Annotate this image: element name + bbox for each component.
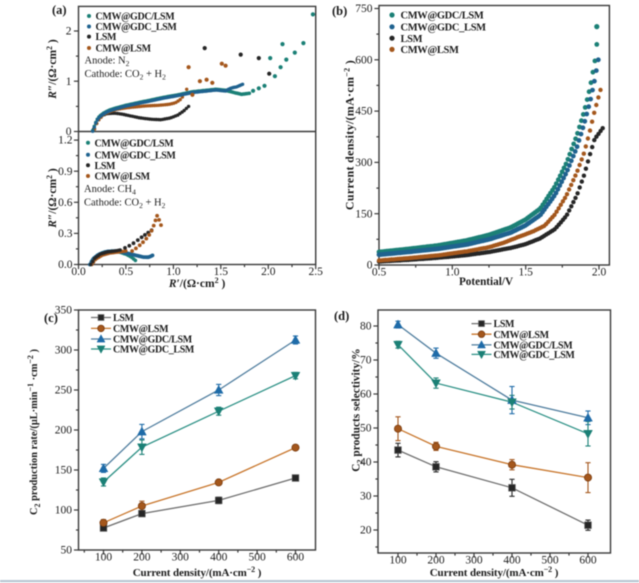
- svg-text:Cathode: CO2 + H2: Cathode: CO2 + H2: [85, 69, 167, 82]
- svg-text:0.0: 0.0: [58, 259, 73, 271]
- svg-text:LSM: LSM: [95, 161, 117, 172]
- svg-text:0: 0: [66, 126, 72, 138]
- svg-text:R″/(Ω·cm2 ): R″/(Ω·cm2 ): [45, 39, 59, 100]
- svg-text:LSM: LSM: [96, 32, 118, 43]
- svg-text:CMW@LSM: CMW@LSM: [401, 45, 460, 56]
- svg-text:Cathode: CO2 + H2: Cathode: CO2 + H2: [84, 198, 166, 211]
- svg-text:600: 600: [579, 555, 597, 567]
- svg-text:Current density/(mA·cm−2 ): Current density/(mA·cm−2 ): [430, 565, 559, 579]
- svg-text:LSM: LSM: [401, 34, 423, 45]
- svg-text:0.5: 0.5: [119, 266, 134, 278]
- svg-text:Current density/(mA·cm−2 ): Current density/(mA·cm−2 ): [133, 565, 262, 579]
- svg-text:300: 300: [172, 552, 190, 564]
- svg-text:1: 1: [66, 76, 72, 88]
- svg-text:CMW@LSM: CMW@LSM: [95, 172, 151, 183]
- svg-text:CMW@LSM: CMW@LSM: [96, 44, 152, 55]
- svg-text:0.3: 0.3: [58, 228, 73, 240]
- svg-text:30: 30: [360, 491, 372, 503]
- svg-text:Anode: N2: Anode: N2: [85, 56, 130, 69]
- svg-text:400: 400: [503, 555, 521, 567]
- svg-text:150: 150: [55, 465, 73, 477]
- svg-text:20: 20: [360, 525, 372, 537]
- svg-text:0.6: 0.6: [58, 197, 73, 209]
- svg-text:CMW@GDC_LSM: CMW@GDC_LSM: [96, 22, 178, 33]
- svg-text:LSM: LSM: [494, 319, 516, 330]
- svg-text:LSM: LSM: [113, 313, 135, 324]
- svg-text:CMW@GDC/LSM: CMW@GDC/LSM: [96, 12, 176, 23]
- svg-text:CMW@GDC_LSM: CMW@GDC_LSM: [95, 150, 177, 161]
- svg-text:0.9: 0.9: [58, 166, 73, 178]
- svg-text:Current density/(mA·cm−2 ): Current density/(mA·cm−2 ): [343, 60, 357, 210]
- svg-text:50: 50: [360, 423, 372, 435]
- svg-text:C2 products selectivity/%: C2 products selectivity/%: [351, 348, 365, 471]
- svg-text:300: 300: [465, 555, 483, 567]
- svg-text:600: 600: [287, 552, 305, 564]
- svg-text:400: 400: [210, 552, 228, 564]
- svg-text:100: 100: [95, 552, 113, 564]
- svg-text:CMW@GDC/LSM: CMW@GDC/LSM: [95, 138, 175, 149]
- svg-text:350: 350: [55, 305, 73, 317]
- svg-text:0.0: 0.0: [71, 266, 86, 278]
- svg-text:2.0: 2.0: [592, 267, 607, 279]
- svg-text:1.0: 1.0: [166, 266, 181, 278]
- svg-text:1.2: 1.2: [58, 135, 73, 147]
- svg-text:1.5: 1.5: [214, 266, 229, 278]
- svg-text:50: 50: [61, 545, 73, 557]
- svg-text:CMW@GDC_LSM: CMW@GDC_LSM: [401, 22, 487, 33]
- svg-text:CMW@GDC_LSM: CMW@GDC_LSM: [494, 350, 576, 361]
- svg-text:500: 500: [541, 555, 559, 567]
- svg-text:(d): (d): [334, 309, 349, 323]
- svg-text:300: 300: [55, 345, 73, 357]
- svg-text:200: 200: [133, 552, 151, 564]
- svg-text:600: 600: [355, 54, 373, 66]
- svg-text:Anode: CH4: Anode: CH4: [84, 184, 136, 197]
- svg-text:0: 0: [367, 260, 373, 272]
- svg-text:70: 70: [360, 355, 372, 367]
- svg-text:100: 100: [55, 505, 73, 517]
- svg-text:200: 200: [55, 425, 73, 437]
- svg-text:(b): (b): [332, 4, 347, 18]
- svg-text:R″/(Ω·cm2 ): R″/(Ω·cm2 ): [45, 168, 59, 229]
- svg-text:300: 300: [355, 157, 373, 169]
- svg-text:100: 100: [389, 555, 407, 567]
- svg-text:200: 200: [427, 555, 445, 567]
- svg-text:CMW@LSM: CMW@LSM: [494, 330, 550, 341]
- svg-text:60: 60: [360, 389, 372, 401]
- svg-text:CMW@LSM: CMW@LSM: [113, 324, 169, 335]
- svg-text:250: 250: [55, 385, 73, 397]
- svg-text:2: 2: [66, 26, 72, 38]
- svg-text:(c): (c): [44, 311, 58, 325]
- svg-text:CMW@GDC/LSM: CMW@GDC/LSM: [401, 11, 484, 22]
- svg-text:CMW@GDC/LSM: CMW@GDC/LSM: [113, 335, 193, 346]
- svg-text:CMW@GDC_LSM: CMW@GDC_LSM: [113, 345, 195, 356]
- svg-text:450: 450: [355, 106, 373, 118]
- svg-text:150: 150: [355, 208, 373, 220]
- svg-text:Potential/V: Potential/V: [459, 276, 513, 288]
- svg-text:40: 40: [360, 457, 372, 469]
- svg-text:R′/(Ω·cm2 ): R′/(Ω·cm2 ): [168, 276, 226, 290]
- svg-text:1.5: 1.5: [519, 267, 534, 279]
- svg-text:750: 750: [355, 3, 373, 15]
- svg-text:2.5: 2.5: [309, 266, 324, 278]
- svg-text:500: 500: [248, 552, 266, 564]
- svg-text:2.0: 2.0: [261, 266, 276, 278]
- svg-text:CMW@GDC/LSM: CMW@GDC/LSM: [494, 341, 574, 352]
- svg-text:0.5: 0.5: [372, 267, 387, 279]
- svg-text:(a): (a): [52, 3, 67, 17]
- svg-text:1.0: 1.0: [445, 267, 460, 279]
- svg-text:C2 production rate/(μL·min−1 ·: C2 production rate/(μL·min−1 ·cm−2 ): [26, 349, 42, 515]
- svg-text:80: 80: [360, 321, 372, 333]
